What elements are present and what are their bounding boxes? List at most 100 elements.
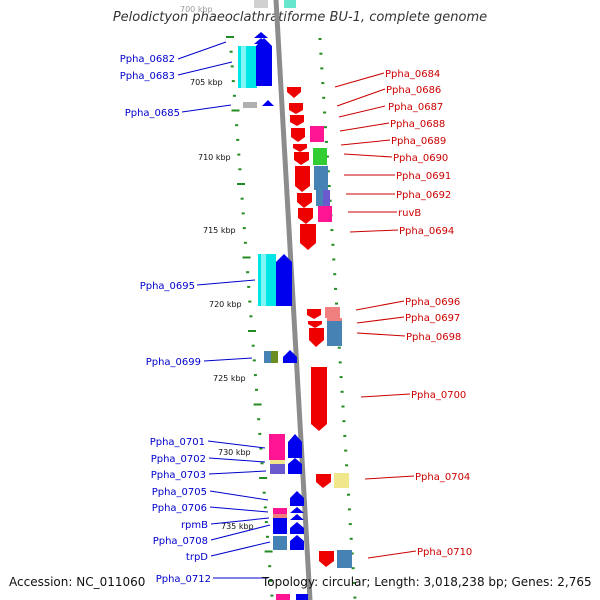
- gene-arrow[interactable]: [289, 103, 303, 114]
- gene-arrow[interactable]: [294, 152, 309, 165]
- gene-label[interactable]: Ppha_0696: [405, 297, 460, 308]
- tick-mark: [349, 537, 353, 540]
- genome-backbone: [273, 0, 313, 600]
- gene-block[interactable]: [258, 254, 276, 306]
- gene-label[interactable]: Ppha_0697: [405, 313, 460, 324]
- gene-arrow[interactable]: [293, 144, 307, 152]
- gene-label[interactable]: Ppha_0700: [411, 390, 466, 401]
- gene-block[interactable]: [271, 351, 278, 363]
- gene-block[interactable]: [284, 0, 296, 8]
- gene-label[interactable]: Ppha_0699: [146, 357, 201, 368]
- tick-mark: [342, 420, 346, 423]
- gene-label[interactable]: Ppha_0698: [406, 332, 461, 343]
- gene-label[interactable]: ruvB: [398, 208, 421, 219]
- gene-label[interactable]: Ppha_0691: [396, 171, 451, 182]
- gene-block[interactable]: [296, 594, 308, 600]
- tick-mark: [350, 552, 354, 555]
- gene-label[interactable]: Ppha_0702: [151, 454, 206, 465]
- tick-mark: [340, 390, 344, 393]
- gene-label[interactable]: Ppha_0710: [417, 547, 472, 558]
- gene-arrow[interactable]: [254, 32, 268, 38]
- gene-block[interactable]: [327, 320, 342, 346]
- tick-mark: [348, 523, 352, 526]
- gene-arrow[interactable]: [295, 166, 310, 192]
- tick-mark: [324, 140, 328, 143]
- gene-block[interactable]: [313, 148, 327, 165]
- gene-arrow[interactable]: [298, 208, 313, 224]
- gene-label[interactable]: Ppha_0692: [396, 190, 451, 201]
- gene-block[interactable]: [269, 434, 285, 460]
- gene-block[interactable]: [270, 464, 285, 474]
- gene-block[interactable]: [325, 307, 340, 318]
- tick-mark: [229, 50, 233, 53]
- gene-block[interactable]: [254, 0, 268, 8]
- gene-arrow[interactable]: [297, 193, 312, 208]
- gene-arrow[interactable]: [288, 434, 302, 458]
- gene-label[interactable]: Ppha_0683: [120, 71, 175, 82]
- gene-arrow[interactable]: [283, 350, 297, 363]
- gene-label[interactable]: Ppha_0688: [390, 119, 445, 130]
- gene-block[interactable]: [264, 351, 271, 363]
- gene-label[interactable]: Ppha_0686: [386, 85, 441, 96]
- gene-label[interactable]: Ppha_0684: [385, 69, 440, 80]
- gene-label[interactable]: Ppha_0689: [391, 136, 446, 147]
- gene-label[interactable]: Ppha_0687: [388, 102, 443, 113]
- gene-block[interactable]: [327, 318, 342, 321]
- gene-block[interactable]: [316, 190, 323, 206]
- tick-mark: [353, 596, 357, 599]
- gene-arrow[interactable]: [290, 535, 304, 550]
- gene-block[interactable]: [314, 166, 328, 190]
- gene-arrow[interactable]: [300, 224, 316, 250]
- gene-arrow[interactable]: [290, 115, 304, 126]
- gene-arrow[interactable]: [307, 309, 321, 319]
- gene-arrow[interactable]: [254, 38, 268, 44]
- tick-mark: [347, 508, 351, 511]
- gene-label[interactable]: Ppha_0701: [150, 437, 205, 448]
- gene-label[interactable]: Ppha_0694: [399, 226, 454, 237]
- gene-block[interactable]: [273, 518, 287, 534]
- gene-label[interactable]: Ppha_0704: [415, 472, 470, 483]
- gene-label[interactable]: Ppha_0695: [140, 281, 195, 292]
- gene-label[interactable]: trpD: [186, 552, 208, 563]
- gene-block[interactable]: [273, 536, 287, 550]
- gene-label[interactable]: Ppha_0706: [152, 503, 207, 514]
- gene-block[interactable]: [276, 594, 290, 600]
- gene-arrow[interactable]: [256, 38, 272, 86]
- gene-block[interactable]: [270, 460, 285, 464]
- gene-label[interactable]: Ppha_0690: [393, 153, 448, 164]
- gene-label[interactable]: Ppha_0682: [120, 54, 175, 65]
- gene-block[interactable]: [310, 126, 324, 142]
- gene-label[interactable]: Ppha_0712: [156, 574, 211, 585]
- kbp-label: 720 kbp: [209, 300, 242, 309]
- gene-block[interactable]: [243, 102, 257, 108]
- gene-arrow[interactable]: [309, 328, 324, 347]
- gene-block[interactable]: [334, 473, 349, 488]
- gene-label[interactable]: Ppha_0705: [152, 487, 207, 498]
- gene-label[interactable]: Ppha_0685: [125, 108, 180, 119]
- gene-arrow[interactable]: [316, 474, 331, 488]
- gene-label[interactable]: rpmB: [181, 520, 208, 531]
- gene-arrow[interactable]: [262, 100, 274, 106]
- gene-label[interactable]: Ppha_0703: [151, 470, 206, 481]
- gene-block[interactable]: [337, 550, 352, 568]
- gene-arrow[interactable]: [308, 321, 322, 328]
- gene-arrow[interactable]: [290, 514, 304, 520]
- gene-block[interactable]: [273, 514, 287, 518]
- gene-label[interactable]: Ppha_0708: [153, 536, 208, 547]
- gene-arrow[interactable]: [290, 507, 304, 513]
- gene-arrow[interactable]: [319, 551, 334, 567]
- gene-block[interactable]: [318, 206, 332, 222]
- tick-mark: [318, 38, 322, 40]
- tick-mark: [253, 374, 257, 377]
- gene-arrow[interactable]: [287, 87, 301, 98]
- gene-arrow[interactable]: [276, 254, 292, 306]
- gene-arrow[interactable]: [290, 522, 304, 534]
- gene-block[interactable]: [273, 508, 287, 514]
- gene-arrow[interactable]: [291, 128, 305, 142]
- gene-block[interactable]: [238, 46, 257, 88]
- tick-mark: [337, 346, 341, 349]
- gene-arrow[interactable]: [288, 458, 302, 474]
- gene-arrow[interactable]: [311, 367, 327, 431]
- gene-arrow[interactable]: [290, 491, 304, 506]
- tick-mark: [226, 36, 234, 38]
